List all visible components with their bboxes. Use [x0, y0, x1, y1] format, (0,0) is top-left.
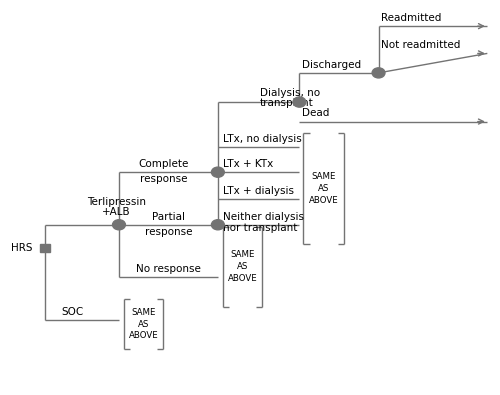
Text: SAME
AS
ABOVE: SAME AS ABOVE: [228, 250, 258, 283]
Text: LTx + dialysis: LTx + dialysis: [223, 186, 294, 196]
Circle shape: [212, 167, 224, 177]
Text: transplant: transplant: [260, 98, 314, 108]
Text: Readmitted: Readmitted: [381, 13, 442, 23]
Text: SOC: SOC: [61, 307, 83, 317]
Circle shape: [112, 220, 126, 230]
Text: response: response: [140, 174, 187, 184]
Text: Dead: Dead: [302, 109, 330, 118]
Text: Terlipressin: Terlipressin: [87, 197, 146, 207]
Text: Dialysis, no: Dialysis, no: [260, 88, 320, 98]
Text: Discharged: Discharged: [302, 60, 361, 70]
Bar: [40, 244, 50, 252]
Text: Complete: Complete: [138, 159, 188, 169]
Text: nor transplant: nor transplant: [223, 222, 297, 233]
Text: SAME
AS
ABOVE: SAME AS ABOVE: [309, 173, 338, 205]
Text: Partial: Partial: [152, 212, 185, 222]
Text: LTx, no dialysis: LTx, no dialysis: [223, 134, 302, 144]
Text: +ALB: +ALB: [102, 207, 131, 217]
Text: No response: No response: [136, 264, 201, 274]
Text: response: response: [144, 227, 192, 237]
Text: LTx + KTx: LTx + KTx: [223, 159, 273, 169]
Text: Not readmitted: Not readmitted: [381, 40, 460, 50]
Text: Neither dialysis: Neither dialysis: [223, 212, 304, 222]
Circle shape: [212, 220, 224, 230]
Circle shape: [293, 97, 306, 107]
Text: SAME
AS
ABOVE: SAME AS ABOVE: [129, 308, 158, 340]
Text: HRS: HRS: [11, 243, 32, 253]
Circle shape: [372, 68, 385, 78]
